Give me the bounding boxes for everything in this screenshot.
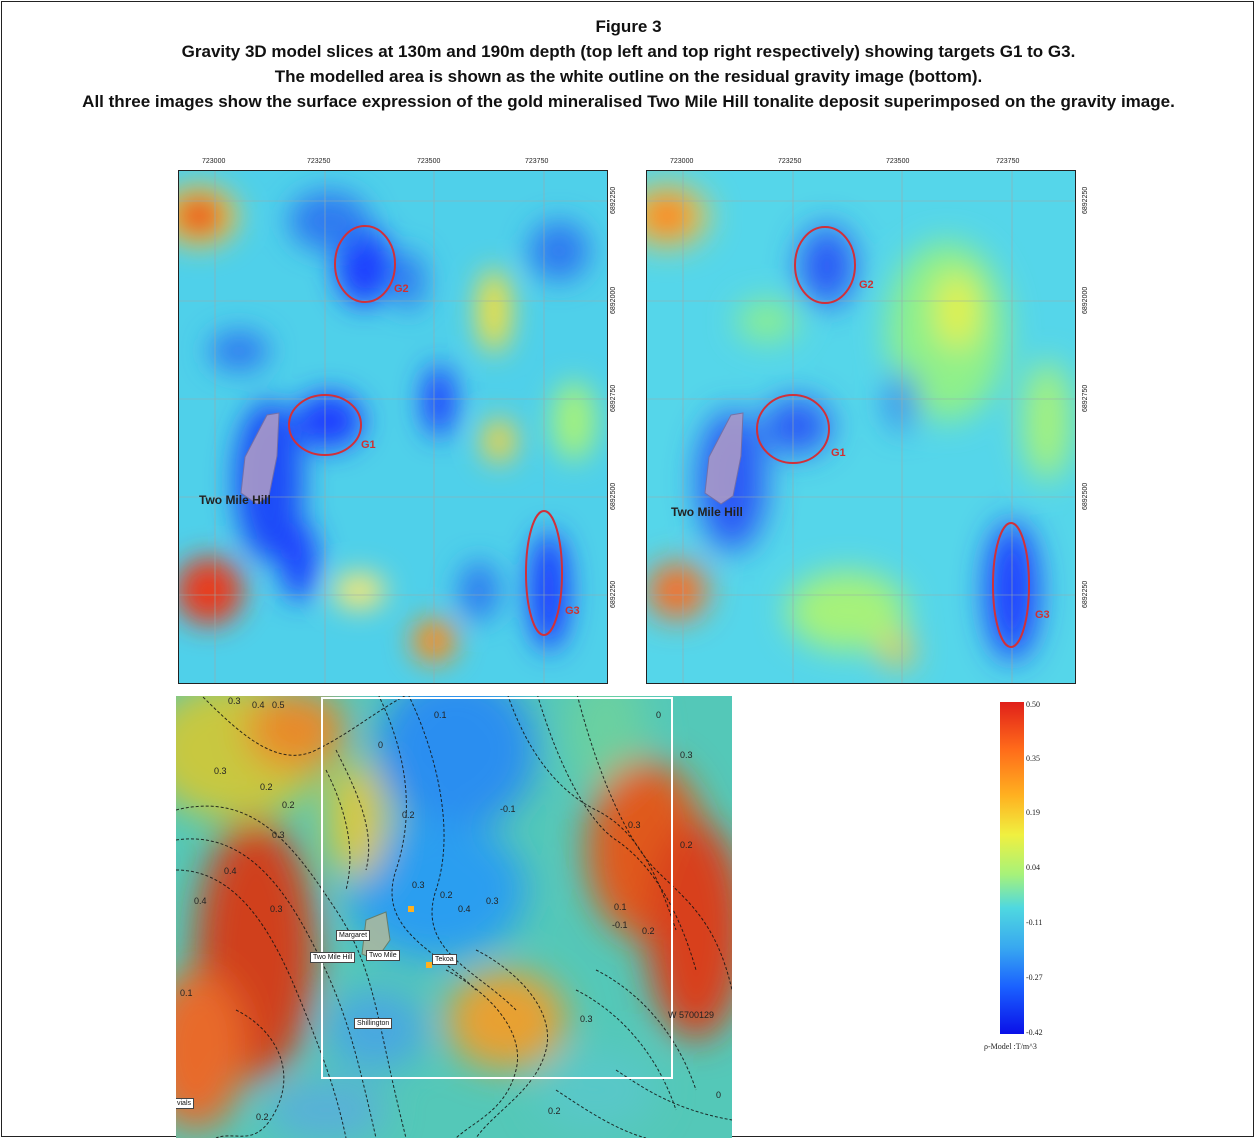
contour-label: 0.4 bbox=[194, 896, 207, 906]
contour-label: 0.2 bbox=[548, 1106, 561, 1116]
target-g1-ring bbox=[288, 394, 362, 456]
contour-label: 0 bbox=[656, 710, 662, 720]
two-mile-hill-label: Two Mile Hill bbox=[199, 493, 271, 507]
residual-gravity-map: Margaret Two Mile Hill Two Mile Tekoa Sh… bbox=[176, 690, 732, 1138]
x-tick: 723250 bbox=[307, 158, 331, 165]
slice-190m-map: G2 G1 G3 Two Mile Hill bbox=[646, 170, 1076, 684]
y-tick: 6892250 bbox=[1082, 186, 1089, 214]
y-tick: 6892000 bbox=[610, 286, 617, 314]
target-g3-ring bbox=[992, 522, 1030, 648]
contour-label: 0.4 bbox=[458, 904, 471, 914]
slice-130m-image bbox=[179, 171, 607, 683]
x-tick: 723750 bbox=[525, 158, 549, 165]
x-tick: 723750 bbox=[996, 158, 1020, 165]
town-label-tekoa: Tekoa bbox=[432, 954, 457, 965]
target-g3-label: G3 bbox=[1035, 609, 1050, 621]
contour-label: 0.2 bbox=[282, 800, 295, 810]
target-g1-label: G1 bbox=[831, 447, 846, 459]
residual-gravity-image bbox=[176, 690, 732, 1138]
slice-130m-map: G2 G1 G3 Two Mile Hill bbox=[178, 170, 608, 684]
contour-label: 0 bbox=[378, 740, 384, 750]
figure-caption: Figure 3 Gravity 3D model slices at 130m… bbox=[20, 14, 1237, 114]
map-right-label: W 5700129 bbox=[668, 1010, 715, 1020]
slice-130m-panel: 723000 723250 723500 723750 bbox=[170, 156, 620, 686]
colorbar-value: -0.42 bbox=[1026, 1028, 1043, 1037]
caption-line-2: The modelled area is shown as the white … bbox=[274, 67, 983, 86]
contour-label: 0.3 bbox=[270, 904, 283, 914]
slice-190m-panel: 723000 723250 723500 723750 bbox=[636, 156, 1096, 686]
contour-label: 0.2 bbox=[402, 810, 415, 820]
contour-label: 0.3 bbox=[214, 766, 227, 776]
slice-190m-image bbox=[647, 171, 1075, 683]
colorbar-title: ρ-Model :T/m^3 bbox=[984, 1042, 1037, 1051]
contour-label: 0.3 bbox=[680, 750, 693, 760]
x-tick: 723000 bbox=[670, 158, 694, 165]
x-tick: 723500 bbox=[417, 158, 441, 165]
contour-label: 0.3 bbox=[228, 696, 241, 706]
y-tick: 6892750 bbox=[610, 384, 617, 412]
colorbar-value: 0.35 bbox=[1026, 754, 1040, 763]
y-tick: 6892000 bbox=[1082, 286, 1089, 314]
town-label-two-mile-hill: Two Mile Hill bbox=[310, 952, 356, 963]
contour-label: 0.2 bbox=[256, 1112, 269, 1122]
contour-label: 0.1 bbox=[614, 902, 627, 912]
target-g2-label: G2 bbox=[859, 279, 874, 291]
contour-label: 0.3 bbox=[580, 1014, 593, 1024]
x-tick: 723000 bbox=[202, 158, 226, 165]
target-g2-label: G2 bbox=[394, 283, 409, 295]
target-g3-label: G3 bbox=[565, 605, 580, 617]
colorbar-value: -0.27 bbox=[1026, 973, 1043, 982]
contour-label: -0.1 bbox=[500, 804, 516, 814]
y-tick: 6892250 bbox=[610, 580, 617, 608]
town-label-shillington: Shillington bbox=[354, 1018, 393, 1029]
modelled-area-outline bbox=[321, 697, 673, 1079]
caption-line-1: Gravity 3D model slices at 130m and 190m… bbox=[181, 42, 1076, 61]
colorbar-value: -0.11 bbox=[1026, 918, 1043, 927]
colorbar: 0.50 0.35 0.19 0.04 -0.11 -0.27 -0.42 ρ-… bbox=[980, 700, 1100, 1070]
contour-label: 0.4 bbox=[224, 866, 237, 876]
colorbar-value: 0.04 bbox=[1026, 863, 1040, 872]
town-label-margaret: Margaret bbox=[336, 930, 371, 941]
contour-label: 0.1 bbox=[434, 710, 447, 720]
contour-label: 0.2 bbox=[260, 782, 273, 792]
two-mile-hill-outline bbox=[240, 412, 280, 505]
target-g1-ring bbox=[756, 394, 830, 464]
y-tick: 6892250 bbox=[610, 186, 617, 214]
contour-label: 0.5 bbox=[272, 700, 285, 710]
contour-label: 0.2 bbox=[440, 890, 453, 900]
target-g1-label: G1 bbox=[361, 439, 376, 451]
contour-label: 0.3 bbox=[486, 896, 499, 906]
target-g3-ring bbox=[525, 510, 563, 636]
two-mile-hill-label: Two Mile Hill bbox=[671, 505, 743, 519]
town-label-corner: vials bbox=[176, 1098, 195, 1109]
x-tick: 723500 bbox=[886, 158, 910, 165]
y-tick: 6892500 bbox=[1082, 482, 1089, 510]
colorbar-gradient bbox=[1000, 702, 1024, 1034]
caption-line-3: All three images show the surface expres… bbox=[82, 92, 1175, 111]
y-tick: 6892750 bbox=[1082, 384, 1089, 412]
town-label-two-mile: Two Mile bbox=[366, 950, 400, 961]
contour-label: 0.1 bbox=[180, 988, 193, 998]
contour-label: 0 bbox=[716, 1090, 722, 1100]
contour-label: 0.2 bbox=[642, 926, 655, 936]
y-tick: 6892500 bbox=[610, 482, 617, 510]
figure-title: Figure 3 bbox=[595, 17, 662, 36]
colorbar-value: 0.50 bbox=[1026, 700, 1040, 709]
contour-label: -0.1 bbox=[612, 920, 628, 930]
contour-label: 0.3 bbox=[272, 830, 285, 840]
y-tick: 6892250 bbox=[1082, 580, 1089, 608]
contour-label: 0.4 bbox=[252, 700, 265, 710]
target-g2-ring bbox=[794, 226, 856, 304]
contour-label: 0.3 bbox=[628, 820, 641, 830]
contour-label: 0.3 bbox=[412, 880, 425, 890]
two-mile-hill-outline bbox=[704, 412, 744, 505]
x-tick: 723250 bbox=[778, 158, 802, 165]
contour-label: 0.2 bbox=[680, 840, 693, 850]
colorbar-value: 0.19 bbox=[1026, 808, 1040, 817]
target-g2-ring bbox=[334, 225, 396, 303]
